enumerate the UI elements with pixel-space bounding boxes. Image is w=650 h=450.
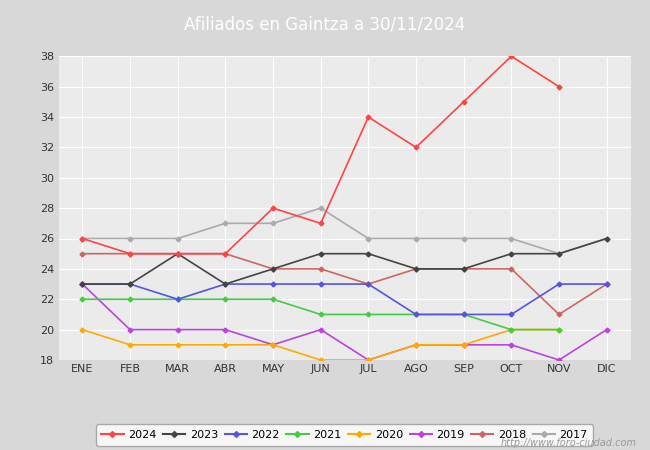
Text: Afiliados en Gaintza a 30/11/2024: Afiliados en Gaintza a 30/11/2024 bbox=[185, 16, 465, 34]
Text: http://www.foro-ciudad.com: http://www.foro-ciudad.com bbox=[501, 438, 637, 448]
Legend: 2024, 2023, 2022, 2021, 2020, 2019, 2018, 2017: 2024, 2023, 2022, 2021, 2020, 2019, 2018… bbox=[96, 424, 593, 446]
